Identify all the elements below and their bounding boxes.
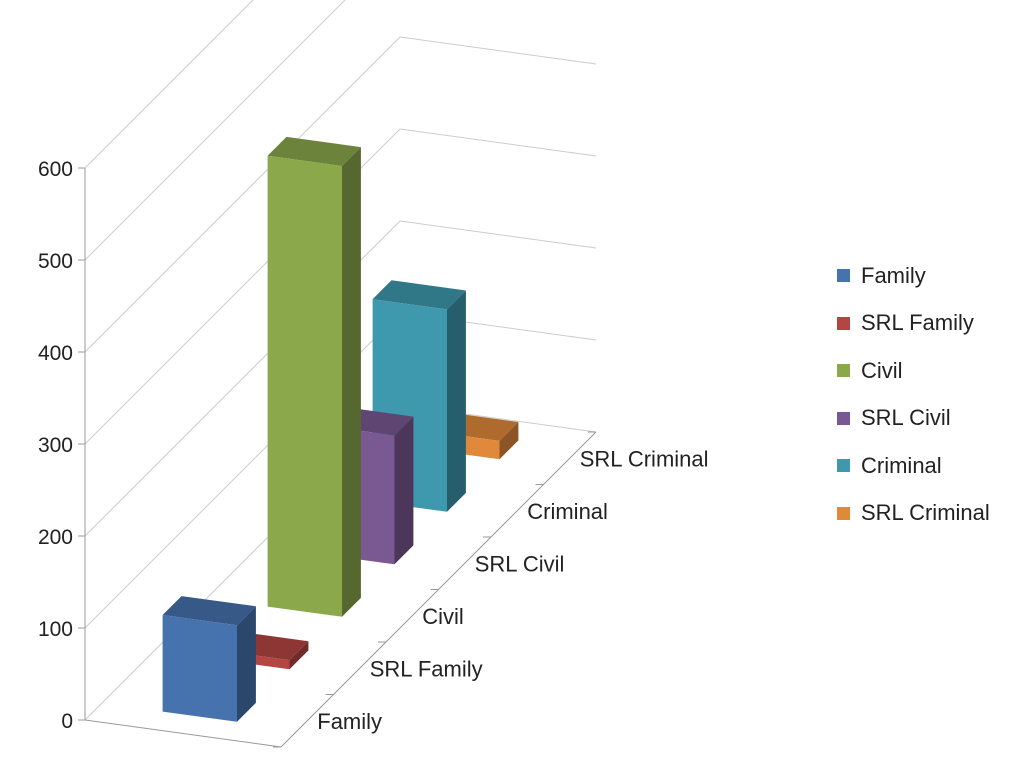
- bar-front: [267, 155, 342, 617]
- depth-tick-label: SRL Civil: [475, 551, 565, 576]
- bar-side: [289, 641, 309, 670]
- gridline: [84, 128, 597, 445]
- x-axis-line: [84, 719, 282, 748]
- legend-swatch: [837, 459, 850, 473]
- bar-side: [499, 422, 519, 460]
- y-tick-label: 300: [38, 434, 73, 457]
- legend-label: Criminal: [861, 452, 942, 478]
- gridline: [84, 220, 597, 537]
- bar-side: [342, 147, 361, 617]
- legend-item: SRL Civil: [837, 395, 1007, 443]
- depth-tick-label: Family: [317, 709, 382, 734]
- legend-item: Family: [837, 252, 1007, 300]
- bar-side: [447, 290, 466, 512]
- legend-swatch: [837, 316, 850, 330]
- legend-item: Civil: [837, 347, 1007, 395]
- y-tick-label: 600: [38, 158, 73, 181]
- legend-label: Family: [861, 262, 926, 288]
- y-tick-label: 500: [38, 250, 73, 273]
- legend-label: SRL Criminal: [861, 500, 990, 526]
- legend-label: SRL Civil: [861, 405, 951, 431]
- bar: [162, 596, 256, 722]
- bar-top: [162, 596, 256, 626]
- bar-top: [372, 280, 466, 310]
- depth-tick-label: Criminal: [527, 499, 608, 524]
- legend-item: SRL Criminal: [837, 490, 1007, 538]
- bar-side: [394, 416, 414, 565]
- chart-legend: Family SRL Family Civil SRL Civil Criminal SR…: [837, 252, 1007, 537]
- gridline: [84, 0, 254, 169]
- legend-label: SRL Family: [861, 310, 974, 336]
- bar-front: [162, 615, 237, 722]
- y-tick-label: 200: [38, 526, 73, 549]
- gridline: [84, 0, 346, 261]
- bar: [267, 136, 361, 617]
- bar-top: [267, 136, 361, 166]
- legend-swatch: [837, 506, 850, 520]
- y-tick-label: 100: [38, 618, 73, 641]
- depth-tick-label: SRL Family: [370, 656, 483, 681]
- depth-tick-label: SRL Criminal: [580, 446, 709, 471]
- y-tick-label: 0: [61, 710, 73, 733]
- chart-gridlines: [84, 0, 597, 721]
- gridline: [84, 36, 597, 353]
- legend-swatch: [837, 269, 850, 283]
- legend-label: Civil: [861, 357, 903, 383]
- depth-tick-label: Civil: [422, 604, 464, 629]
- legend-swatch: [837, 411, 850, 425]
- y-tick-label: 400: [38, 342, 73, 365]
- legend-item: Criminal: [837, 442, 1007, 490]
- legend-item: SRL Family: [837, 300, 1007, 348]
- legend-swatch: [837, 364, 850, 378]
- bar-side: [237, 606, 256, 722]
